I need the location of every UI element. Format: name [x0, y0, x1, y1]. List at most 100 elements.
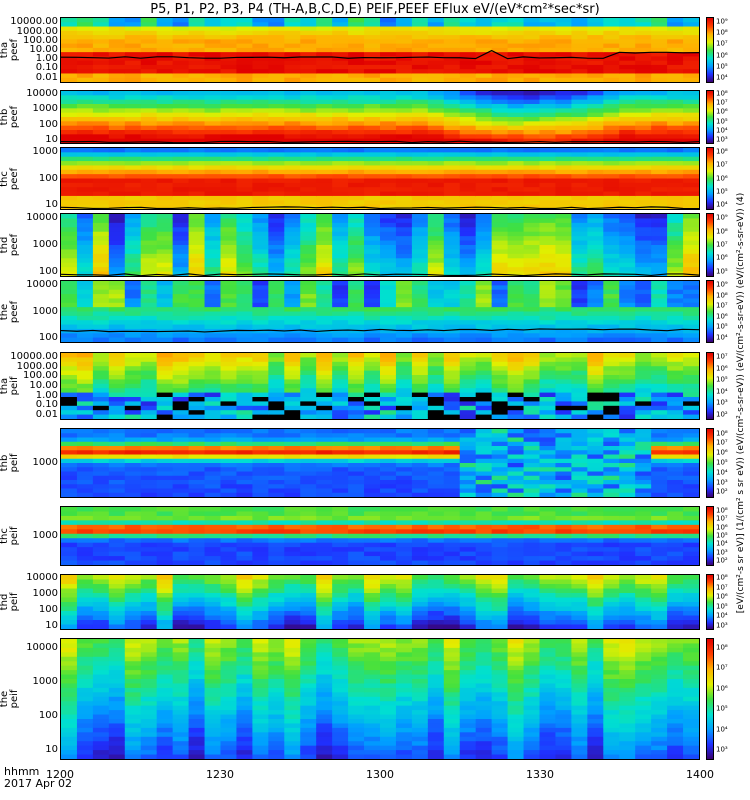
spectrogram-cell: [395, 333, 413, 339]
spectrogram-cell: [332, 579, 349, 585]
spectrogram-cell: [252, 191, 269, 197]
spectrogram-cell: [348, 437, 365, 443]
spectrogram-cell: [411, 433, 429, 439]
spectrogram-cell: [443, 195, 461, 201]
spectrogram-cell: [395, 542, 413, 548]
spectrogram-cell: [651, 39, 668, 45]
spectrogram-cell: [539, 77, 557, 82]
spectrogram-cell: [92, 77, 110, 82]
spectrogram-cell: [204, 458, 222, 464]
spectrogram-cell: [284, 231, 301, 237]
spectrogram-cell: [204, 441, 222, 447]
spectrogram-cell: [411, 165, 429, 171]
spectrogram-cell: [651, 73, 668, 79]
spectrogram-cell: [555, 480, 572, 485]
spectrogram-cell: [316, 56, 333, 62]
spectrogram-cell: [411, 191, 429, 197]
spectrogram-cell: [635, 156, 652, 162]
spectrogram-cell: [667, 410, 684, 416]
spectrogram-cell: [635, 64, 652, 70]
spectrogram-cell: [380, 547, 397, 553]
spectrogram-cell: [411, 375, 429, 380]
spectrogram-cell: [364, 437, 381, 443]
spectrogram-cell: [188, 18, 206, 23]
spectrogram-cell: [507, 298, 525, 304]
spectrogram-cell: [411, 547, 429, 553]
spectrogram-cell: [252, 47, 269, 53]
spectrogram-cell: [635, 320, 652, 326]
spectrogram-cell: [188, 285, 206, 291]
spectrogram-cell: [364, 392, 381, 398]
spectrogram-cell: [220, 187, 238, 193]
spectrogram-cell: [364, 315, 381, 321]
spectrogram-cell: [411, 401, 429, 407]
spectrogram-cell: [443, 366, 461, 372]
spectrogram-cell: [619, 324, 636, 330]
spectrogram-cell: [364, 249, 381, 255]
spectrogram-cell: [252, 64, 269, 70]
spectrogram-cell: [571, 52, 588, 57]
spectrogram-cell: [332, 73, 349, 79]
spectrogram-cell: [667, 379, 684, 385]
spectrogram-cell: [76, 324, 94, 330]
spectrogram-cell: [188, 437, 206, 443]
spectrogram-cell: [204, 174, 222, 180]
spectrogram-cell: [475, 117, 493, 122]
spectrogram-cell: [220, 556, 238, 562]
spectrogram-cell: [411, 480, 429, 485]
spectrogram-cell: [61, 156, 78, 162]
spectrogram-cell: [92, 606, 110, 612]
spectrogram-cell: [156, 204, 174, 209]
spectrogram-cell: [395, 43, 413, 49]
spectrogram-cell: [667, 227, 684, 233]
spectrogram-cell: [188, 56, 206, 62]
spectrogram-cell: [236, 379, 253, 385]
spectrogram-cell: [459, 191, 477, 197]
spectrogram-cell: [364, 262, 381, 268]
spectrogram-cell: [507, 227, 525, 233]
spectrogram-cell: [156, 294, 174, 300]
spectrogram-cell: [188, 35, 206, 40]
spectrogram-cell: [635, 91, 652, 96]
spectrogram-cell: [108, 222, 126, 228]
spectrogram-cell: [651, 47, 668, 53]
spectrogram-cell: [76, 538, 94, 544]
spectrogram-cell: [61, 35, 78, 40]
spectrogram-cell: [667, 337, 684, 342]
spectrogram-cell: [475, 547, 493, 553]
spectrogram-cell: [284, 187, 301, 193]
spectrogram-cell: [172, 112, 190, 118]
spectrogram-cell: [252, 602, 269, 608]
spectrogram-cell: [284, 121, 301, 127]
spectrogram-cell: [683, 551, 699, 557]
spectrogram-cell: [220, 26, 238, 32]
spectrogram-cell: [124, 579, 142, 585]
spectrogram-cell: [236, 39, 253, 45]
spectrogram-cell: [380, 148, 397, 153]
spectrogram-cell: [172, 91, 190, 96]
spectrogram-cell: [124, 602, 142, 608]
spectrogram-cell: [124, 437, 142, 443]
spectrogram-cell: [300, 602, 317, 608]
spectrogram-cell: [220, 488, 238, 494]
spectrogram-cell: [523, 298, 541, 304]
spectrogram-cell: [61, 446, 78, 451]
spectrogram-cell: [603, 227, 620, 233]
spectrogram-cell: [635, 130, 652, 135]
spectrogram-cell: [395, 99, 413, 105]
spectrogram-cell: [76, 454, 94, 460]
spectrogram-cell: [507, 130, 525, 135]
spectrogram-cell: [475, 361, 493, 367]
spectrogram-cell: [316, 307, 333, 313]
spectrogram-cell: [348, 302, 365, 308]
spectrogram-cell: [300, 307, 317, 313]
spectrogram-cell: [459, 200, 477, 206]
spectrogram-cell: [603, 405, 620, 411]
spectrogram-cell: [651, 152, 668, 158]
spectrogram-cell: [603, 298, 620, 304]
spectrogram-cell: [427, 547, 445, 553]
spectrogram-cell: [76, 307, 94, 313]
spectrogram-cell: [459, 328, 477, 334]
spectrogram-cell: [124, 584, 142, 590]
spectrogram-cell: [172, 324, 190, 330]
